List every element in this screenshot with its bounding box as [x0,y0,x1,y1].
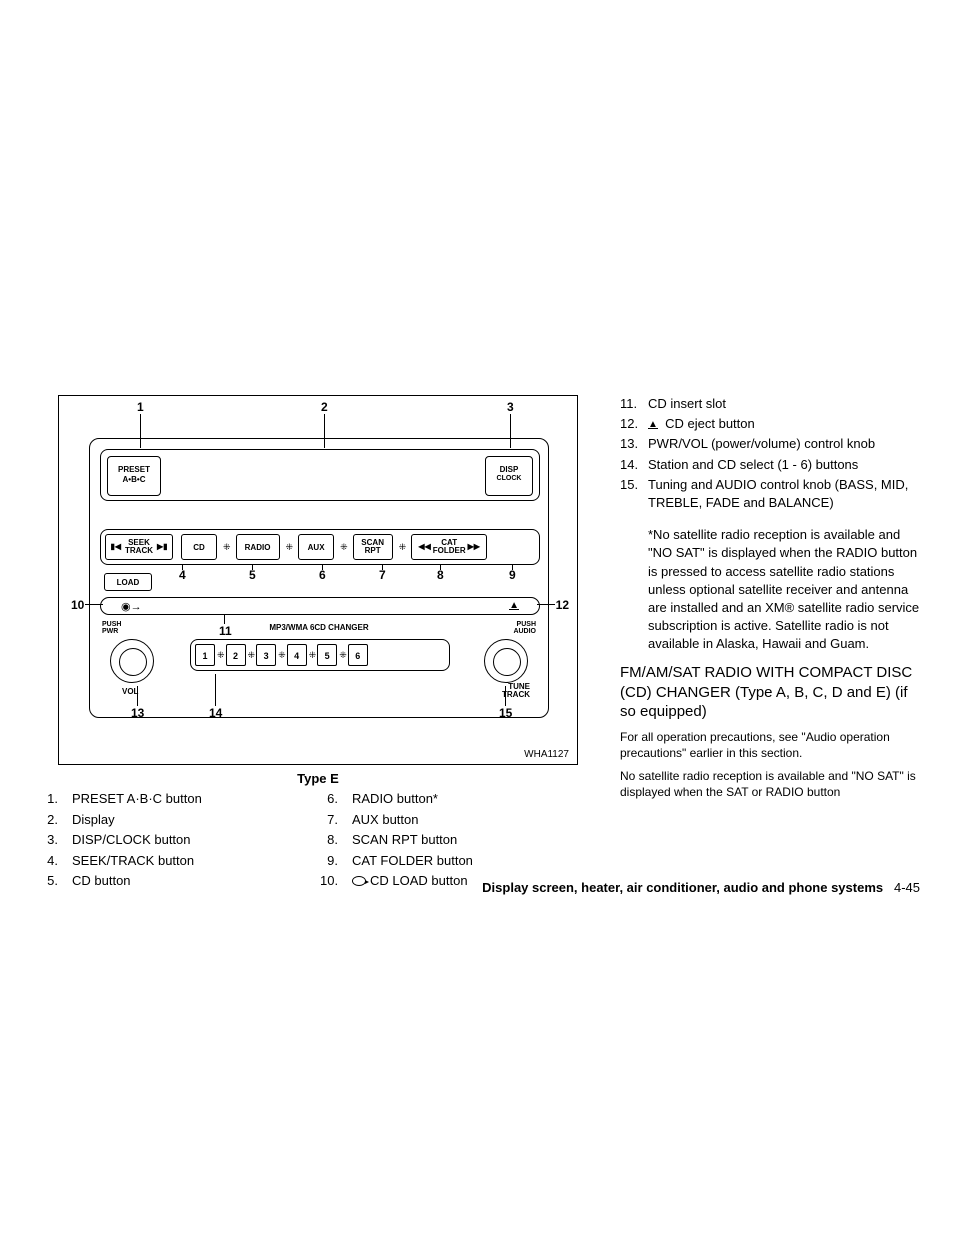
satellite-note: *No satellite radio reception is availab… [648,526,920,653]
legend-item: 2.Display [40,811,320,829]
aux-button: AUX [298,534,334,560]
callout-13: 13 [131,706,144,720]
legend: 1.PRESET A·B·C button 2.Display 3.DISP/CLO… [40,790,600,893]
legend-item: 6.RADIO button* [320,790,600,808]
vol-label: VOL [122,687,138,696]
callout-10: 10 [71,598,84,612]
figure-code: WHA1127 [524,749,569,760]
callout-8: 8 [437,568,444,582]
callout-7: 7 [379,568,386,582]
seek-track-button: ▮◀ SEEK TRACK ▶▮ [105,534,173,560]
legend-item: 4.SEEK/TRACK button [40,852,320,870]
load-button: LOAD [104,573,152,591]
callout-1: 1 [137,400,144,414]
legend-item: 8.SCAN RPT button [320,831,600,849]
function-button-row: ▮◀ SEEK TRACK ▶▮ CD ⁜ RADIO ⁜ [100,529,540,565]
page-footer: Display screen, heater, air conditioner,… [40,880,920,895]
callout-6: 6 [319,568,326,582]
eject-icon: ▲ [509,600,519,611]
right-list-item: 11.CD insert slot [620,395,920,413]
left-column: 1 2 3 PRESET A•B•C DISP CLOCK [40,395,600,893]
page-content: 1 2 3 PRESET A•B•C DISP CLOCK [40,395,920,893]
right-list-item: 14.Station and CD select (1 - 6) buttons [620,456,920,474]
station-select-row: 1⁜ 2⁜ 3⁜ 4⁜ 5⁜ 6 [190,639,450,671]
preset-4: 4 [287,644,307,666]
preset-2: 2 [226,644,246,666]
callout-2: 2 [321,400,328,414]
display-area: PRESET A•B•C DISP CLOCK [100,449,540,501]
callout-11: 11 [219,624,232,638]
footer-page-number: 4-45 [894,880,920,895]
footer-section-title: Display screen, heater, air conditioner,… [482,880,883,895]
preset-6: 6 [348,644,368,666]
callout-3: 3 [507,400,514,414]
cd-load-icon: ◉→ [121,600,142,613]
right-column: 11.CD insert slot 12.▲ CD eject button 13.… [620,395,920,893]
legend-item: 1.PRESET A·B·C button [40,790,320,808]
changer-label: MP3/WMA 6CD CHANGER [90,623,548,632]
section-heading: FM/AM/SAT RADIO WITH COMPACT DISC (CD) C… [620,663,920,722]
paragraph-2: No satellite radio reception is availabl… [620,769,920,800]
vol-knob [110,639,154,683]
cd-button: CD [181,534,217,560]
preset-3: 3 [256,644,276,666]
right-list-item: 12.▲ CD eject button [620,415,920,433]
legend-item: 7.AUX button [320,811,600,829]
disp-clock-button: DISP CLOCK [485,456,533,496]
paragraph-1: For all operation precautions, see "Audi… [620,730,920,761]
preset-5: 5 [317,644,337,666]
right-list-item: 15.Tuning and AUDIO control knob (BASS, … [620,476,920,512]
legend-item: 3.DISP/CLOCK button [40,831,320,849]
eject-icon: ▲ [648,421,658,429]
callout-14: 14 [209,706,222,720]
right-list-item: 13.PWR/VOL (power/volume) control knob [620,435,920,453]
radio-diagram: 1 2 3 PRESET A•B•C DISP CLOCK [58,395,578,765]
callout-12: 12 [556,598,569,612]
legend-item: 9.CAT FOLDER button [320,852,600,870]
preset-button: PRESET A•B•C [107,456,161,496]
callout-4: 4 [179,568,186,582]
callout-5: 5 [249,568,256,582]
type-label: Type E [58,771,578,786]
tune-knob [484,639,528,683]
scan-rpt-button: SCAN RPT [353,534,393,560]
tune-label: TUNE TRACK [502,683,530,699]
cat-folder-button: ◀◀ CAT FOLDER ▶▶ [411,534,487,560]
radio-button: RADIO [236,534,280,560]
cd-slot: ◉→ ▲ [100,597,540,615]
callout-15: 15 [499,706,512,720]
preset-1: 1 [195,644,215,666]
callout-9: 9 [509,568,516,582]
